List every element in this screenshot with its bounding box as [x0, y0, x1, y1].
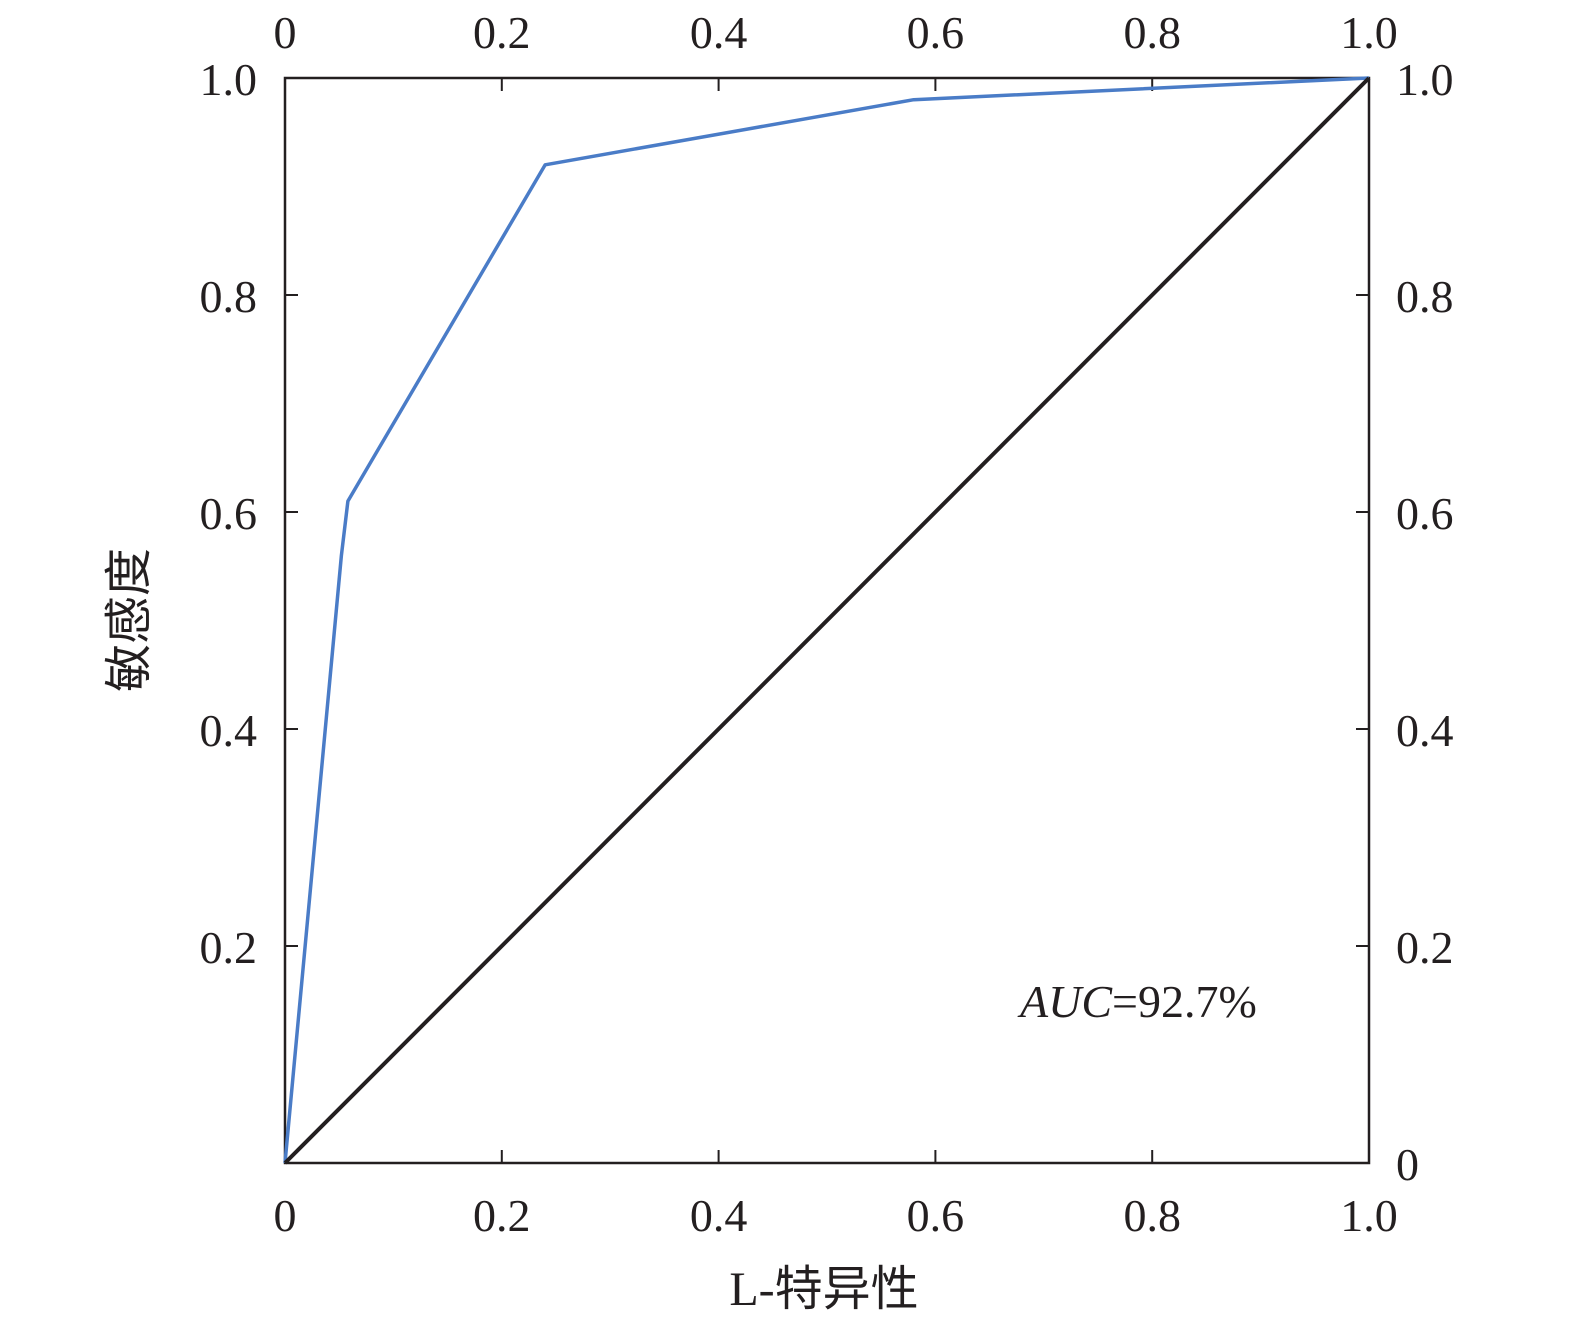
- y-tick-label-left: 0.8: [200, 271, 258, 322]
- x-tick-label-top: 0.4: [690, 7, 748, 58]
- x-tick-label-top: 0.6: [907, 7, 965, 58]
- y-tick-label-right: 0: [1396, 1139, 1419, 1190]
- reference-diagonal-line: [283, 76, 1371, 1165]
- y-tick-label-left: 0.4: [200, 705, 258, 756]
- y-tick-label-right: 1.0: [1396, 54, 1454, 105]
- x-tick-label-top: 0.2: [473, 7, 531, 58]
- roc-curve-line: [283, 76, 1370, 1164]
- x-axis-title: L-特异性: [729, 1263, 918, 1316]
- x-tick-label-top: 0: [274, 7, 297, 58]
- x-tick-label-bottom: 0.6: [907, 1190, 965, 1241]
- tick-labels: 0 0 0 0.2 0.2 0.2 0.2 0.4 0.4 0.4 0.4 0.6 0.6 0.6 0.6 0…: [200, 7, 1454, 1241]
- x-tick-label-bottom: 1.0: [1340, 1190, 1398, 1241]
- y-tick-label-right: 0.2: [1396, 922, 1454, 973]
- y-axis-title: 敏感度: [103, 548, 156, 692]
- auc-annotation-italic: AUC: [1017, 976, 1113, 1027]
- x-tick-label-top: 1.0: [1340, 7, 1398, 58]
- y-tick-label-left: 1.0: [200, 54, 258, 105]
- y-tick-label-right: 0.4: [1396, 705, 1454, 756]
- x-tick-label-bottom: 0.2: [473, 1190, 531, 1241]
- x-tick-label-bottom: 0.8: [1123, 1190, 1181, 1241]
- y-tick-label-right: 0.8: [1396, 271, 1454, 322]
- auc-annotation-value: =92.7%: [1112, 976, 1257, 1027]
- x-tick-label-top: 0.8: [1123, 7, 1181, 58]
- y-tick-label-right: 0.6: [1396, 488, 1454, 539]
- x-tick-label-bottom: 0: [274, 1190, 297, 1241]
- series-lines: [283, 76, 1371, 1165]
- auc-annotation: AUC=92.7%: [1017, 976, 1257, 1027]
- x-tick-label-bottom: 0.4: [690, 1190, 748, 1241]
- y-tick-label-left: 0.2: [200, 922, 258, 973]
- y-tick-label-left: 0.6: [200, 488, 258, 539]
- plot-frame: [283, 76, 1371, 1165]
